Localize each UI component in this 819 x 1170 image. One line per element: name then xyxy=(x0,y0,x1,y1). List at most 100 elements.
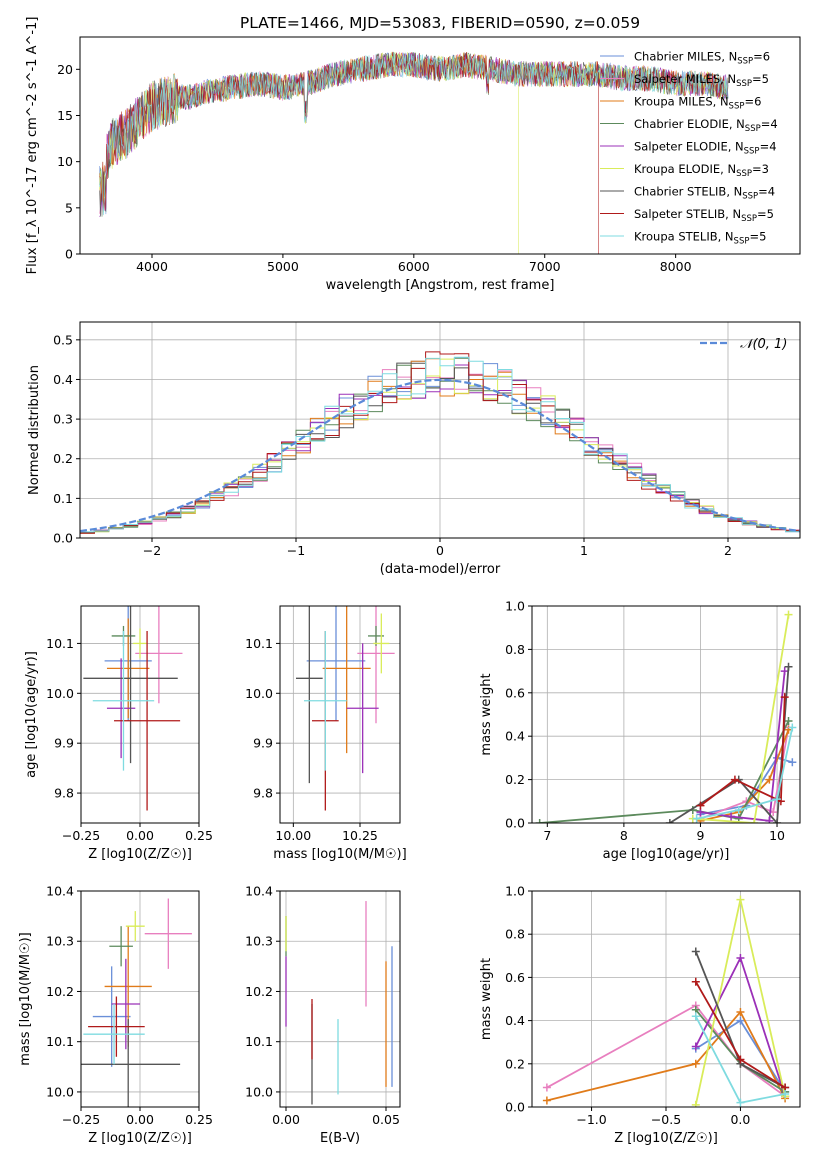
y-axis-label: mass weight xyxy=(479,673,494,755)
y-tick-label: 9.8 xyxy=(253,786,273,801)
legend-label-suffix: =5 xyxy=(749,230,766,244)
weight-line xyxy=(546,1004,786,1097)
x-tick-label: 1 xyxy=(580,543,588,558)
weight-marker xyxy=(773,795,782,804)
y-tick-label: 10.1 xyxy=(46,636,74,651)
x-tick-label: 0 xyxy=(436,543,444,558)
weight-marker xyxy=(765,775,774,784)
y-tick-label: 10.0 xyxy=(245,686,273,701)
weight-marker xyxy=(691,1042,700,1051)
y-tick-label: 9.9 xyxy=(253,736,273,751)
legend-label-sub: SSP xyxy=(734,237,750,247)
x-tick-label: −0.5 xyxy=(651,1112,681,1127)
x-tick-label: 10.25 xyxy=(342,828,378,843)
legend-label-suffix: =3 xyxy=(752,162,769,176)
y-tick-label: 1.0 xyxy=(505,599,525,614)
legend-label-sub: SSP xyxy=(745,124,761,134)
weight-marker xyxy=(736,1016,745,1025)
weight-marker xyxy=(784,717,793,726)
legend-label-suffix: =5 xyxy=(757,207,774,221)
y-tick-label: 10.2 xyxy=(245,984,273,999)
y-tick-label: 0.4 xyxy=(505,1013,525,1028)
weight-marker xyxy=(691,977,700,986)
legend-label-suffix: =4 xyxy=(760,140,777,154)
weight-marker xyxy=(784,662,793,671)
y-tick-label: 10.2 xyxy=(46,984,74,999)
axes-frame xyxy=(80,605,200,824)
axes-frame xyxy=(79,321,801,539)
x-axis-label: mass [log10(M/M☉)] xyxy=(273,847,406,862)
chart-mass-vs-ebv: 0.00 0.05 10.0 10.1 10.2 10.3 10.4 E(B-V) xyxy=(245,884,401,1146)
x-tick-label: −2 xyxy=(143,543,161,558)
y-axis-label: Flux [f_λ 10^-17 erg cm^-2 s^-1 A^-1] xyxy=(25,17,40,275)
plot-area xyxy=(80,351,800,538)
legend-label: Kroupa ELODIE, NSSP=3 xyxy=(634,162,769,179)
legend-label: Chabrier MILES, NSSP=6 xyxy=(634,50,770,67)
weight-marker xyxy=(691,1012,700,1021)
page-title: PLATE=1466, MJD=53083, FIBERID=0590, z=0… xyxy=(240,14,640,32)
legend-label-main: Kroupa STELIB, N xyxy=(634,230,734,244)
legend-label: Salpeter ELODIE, NSSP=4 xyxy=(634,140,777,157)
plot-area xyxy=(535,610,797,823)
x-tick-label: −0.25 xyxy=(62,1112,100,1127)
weight-marker xyxy=(736,1098,745,1107)
weight-marker xyxy=(788,723,797,732)
histogram-step xyxy=(80,351,800,538)
legend-label-main: Chabrier STELIB, N xyxy=(634,185,742,199)
axes-frame xyxy=(279,605,401,824)
weight-marker xyxy=(781,1090,790,1099)
y-tick-label: 10.3 xyxy=(46,934,74,949)
y-tick-label: 10.1 xyxy=(245,636,273,651)
plot-area xyxy=(83,606,183,811)
plot-area xyxy=(99,51,729,254)
weight-marker xyxy=(736,953,745,962)
y-tick-label: 5 xyxy=(65,200,73,215)
normal-curve xyxy=(80,378,800,533)
y-tick-label: 0.5 xyxy=(53,332,73,347)
axes-frame xyxy=(79,36,801,255)
weight-marker xyxy=(736,895,745,904)
x-tick-label: 6000 xyxy=(398,259,430,274)
weight-line xyxy=(696,727,794,820)
x-axis-label: wavelength [Angstrom, rest frame] xyxy=(326,278,555,293)
legend-label-suffix: =6 xyxy=(744,95,761,109)
y-tick-label: 0.2 xyxy=(53,451,73,466)
plot-area xyxy=(81,898,192,1107)
weight-marker xyxy=(665,819,674,823)
chart-weight-vs-age: 7 8 9 10 0.0 0.2 0.4 0.6 0.8 1.0 age [log10(age/yr… xyxy=(479,599,801,862)
y-tick-label: 10.4 xyxy=(46,884,74,899)
x-tick-label: 5000 xyxy=(267,259,299,274)
x-tick-label: 9 xyxy=(696,828,704,843)
x-tick-label: 0.00 xyxy=(272,1112,300,1127)
y-tick-label: 0.0 xyxy=(53,531,73,546)
legend-label-main: Kroupa MILES, N xyxy=(634,95,729,109)
weight-marker xyxy=(542,1083,551,1092)
plot-area xyxy=(296,606,395,811)
legend-label-sub: SSP xyxy=(729,102,745,112)
legend-label: Chabrier STELIB, NSSP=4 xyxy=(634,185,775,202)
legend-label: Kroupa STELIB, NSSP=5 xyxy=(634,230,766,247)
weight-marker xyxy=(691,947,700,956)
weight-marker xyxy=(784,610,793,619)
legend-label: Kroupa MILES, NSSP=6 xyxy=(634,95,761,112)
y-tick-label: 10.1 xyxy=(46,1034,74,1049)
x-tick-label: 7 xyxy=(543,828,551,843)
x-tick-label: 2 xyxy=(724,543,732,558)
y-axis-label: mass weight xyxy=(479,958,494,1040)
weight-marker xyxy=(736,1007,745,1016)
x-axis-label: Z [log10(Z/Z☉)] xyxy=(88,1131,192,1146)
plot-area xyxy=(285,901,393,1105)
weight-marker xyxy=(692,814,701,823)
weight-marker xyxy=(765,816,774,823)
y-tick-label: 0.1 xyxy=(53,491,73,506)
legend-label-main: Chabrier ELODIE, N xyxy=(634,117,745,131)
y-tick-label: 0.2 xyxy=(505,772,525,787)
y-axis-label: mass [log10(M/M☉)] xyxy=(18,932,33,1065)
y-tick-label: 0 xyxy=(65,247,73,262)
legend-label-main: Chabrier MILES, N xyxy=(634,50,737,64)
y-tick-label: 10.0 xyxy=(46,686,74,701)
x-tick-label: 10.00 xyxy=(275,828,311,843)
weight-marker xyxy=(788,758,797,767)
x-axis-label: Z [log10(Z/Z☉)] xyxy=(614,1131,718,1146)
